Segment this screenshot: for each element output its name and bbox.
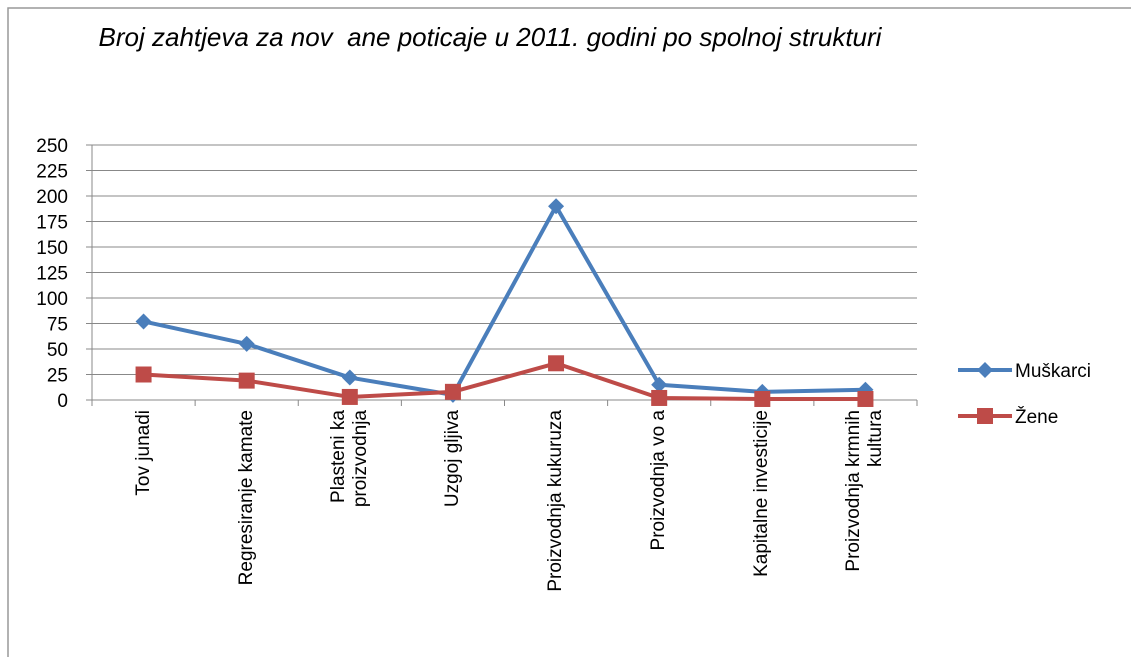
point-marker <box>341 369 358 386</box>
x-tick-label: Proizvodnja kukuruza <box>545 410 567 592</box>
legend-label: Žene <box>1015 406 1058 428</box>
point-marker <box>754 390 771 407</box>
point-marker <box>238 372 255 389</box>
point-marker <box>548 355 565 372</box>
y-tick-label: 100 <box>36 289 68 310</box>
point-marker <box>238 335 255 352</box>
point-marker <box>548 198 565 215</box>
point-marker <box>444 383 461 400</box>
point-marker <box>341 388 358 405</box>
x-tick-label: Regresiranje kamate <box>235 410 257 586</box>
title-box: Broj zahtjeva za nov ane poticaje u 2011… <box>98 22 882 52</box>
y-tick-label: 200 <box>36 187 68 208</box>
chart-title: Broj zahtjeva za nov ane poticaje u 2011… <box>98 22 882 52</box>
y-tick-label: 175 <box>36 213 68 234</box>
point-marker <box>651 389 668 406</box>
y-tick-label: 150 <box>36 238 68 259</box>
legend-marker <box>977 408 993 424</box>
y-tick-label: 225 <box>36 162 68 183</box>
y-tick-label: 0 <box>57 391 68 412</box>
point-marker <box>857 390 874 407</box>
y-tick-label: 75 <box>47 315 68 336</box>
legend-marker <box>977 362 993 378</box>
legend-label: Muškarci <box>1015 361 1091 382</box>
y-tick-label: 50 <box>47 340 68 361</box>
x-tick-label: Uzgoj gljiva <box>441 410 463 508</box>
point-marker <box>651 376 668 393</box>
point-marker <box>135 366 152 383</box>
chart-border <box>7 7 1131 657</box>
y-tick-label: 250 <box>36 136 68 157</box>
x-tick-label: Proizvodnja krmnih kultura <box>843 410 887 572</box>
point-marker <box>135 313 152 330</box>
series-line <box>143 204 866 397</box>
x-tick-label: Tov junadi <box>132 410 154 496</box>
x-tick-label: Proizvodnja vo a <box>648 410 670 551</box>
series-line <box>143 361 866 401</box>
x-tick-label: Kapitalne investicije <box>751 410 773 577</box>
x-tick-label: Plasteni ka proizvodnja <box>327 410 371 508</box>
y-tick-label: 125 <box>36 264 68 285</box>
y-tick-label: 25 <box>47 366 68 387</box>
